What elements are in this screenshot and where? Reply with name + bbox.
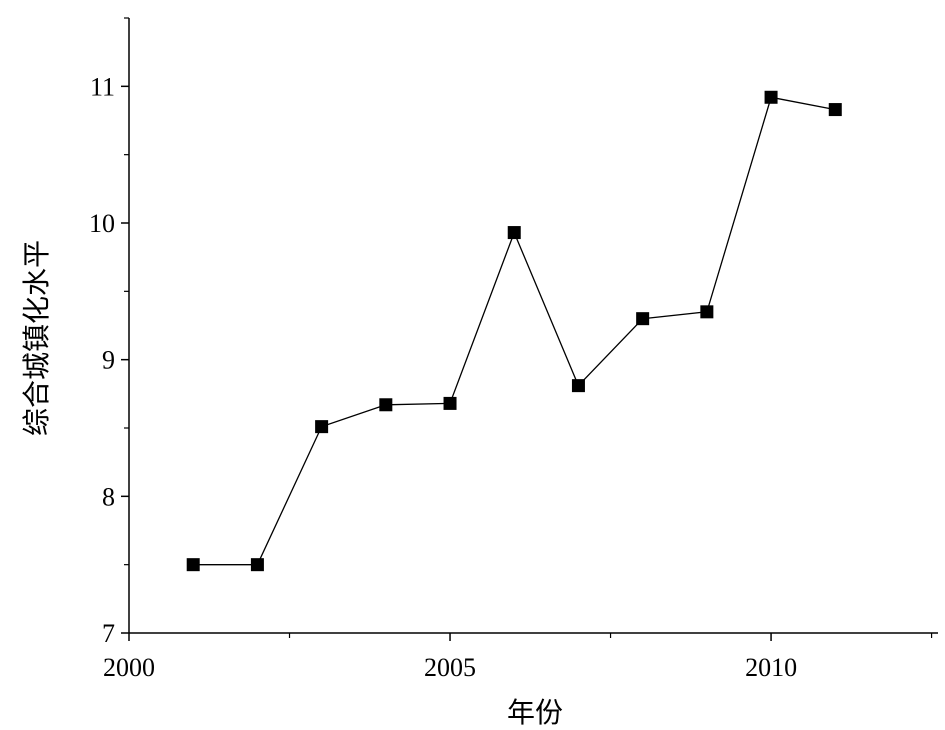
x-tick-label: 2010: [745, 653, 797, 682]
data-point-marker: [571, 379, 585, 393]
y-tick-label: 9: [102, 346, 115, 375]
data-point-marker: [764, 90, 778, 104]
data-point-marker: [250, 558, 264, 572]
y-axis-title: 综合城镇化水平: [20, 240, 53, 436]
data-point-marker: [828, 103, 842, 117]
tick-labels: 7 8 9 10 11 2000 2005 2010: [89, 72, 797, 682]
data-point-marker: [379, 398, 393, 412]
x-tick-label: 2005: [424, 653, 476, 682]
y-tick-label: 7: [102, 619, 115, 648]
series-line: [193, 96, 836, 566]
series-polyline: [193, 96, 836, 566]
markers: [186, 90, 842, 572]
y-tick-label: 8: [102, 482, 115, 511]
x-axis-title: 年份: [507, 696, 563, 729]
data-point-marker: [636, 312, 650, 326]
x-tick-label: 2000: [103, 653, 155, 682]
ticks: [121, 17, 933, 641]
data-point-marker: [443, 396, 457, 410]
axes: [128, 18, 938, 634]
y-tick-label: 10: [89, 209, 115, 238]
data-point-marker: [315, 420, 329, 434]
data-point-marker: [700, 305, 714, 319]
y-tick-label: 11: [90, 72, 115, 101]
data-point-marker: [507, 226, 521, 240]
data-point-marker: [186, 558, 200, 572]
